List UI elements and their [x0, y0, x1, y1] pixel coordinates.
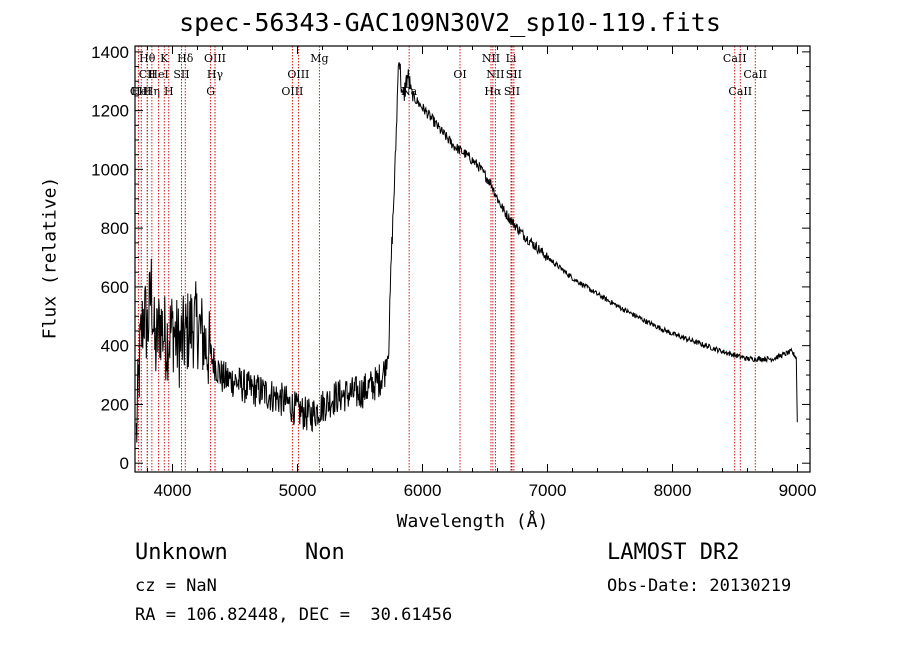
line-marker-label: HeI — [148, 68, 168, 81]
x-tick-label: 5000 — [279, 481, 317, 500]
redshift-cz: cz = NaN — [135, 576, 217, 596]
survey-name: LAMOST DR2 — [607, 540, 740, 565]
y-tick-label: 1000 — [91, 160, 129, 179]
line-marker-label: NII — [486, 68, 504, 81]
object-class: Unknown — [135, 540, 228, 565]
line-marker-label: CaII — [728, 85, 752, 98]
spectral-line-markers: CIIHeIHθCIIHηHeIKHSIIHδGOIIIHγOIIIOIIIMg… — [130, 46, 767, 472]
y-tick-label: 0 — [120, 454, 129, 473]
line-marker-label: SII — [173, 68, 189, 81]
x-tick-label: 4000 — [154, 481, 192, 500]
chart-title: spec-56343-GAC109N30V2_sp10-119.fits — [179, 8, 721, 37]
ra-dec-coordinates: RA = 106.82448, DEC = 30.61456 — [135, 605, 453, 625]
line-marker-label: HeI — [131, 85, 151, 98]
x-tick-label: 7000 — [529, 481, 567, 500]
x-tick-label: 6000 — [404, 481, 442, 500]
line-marker-label: Mg — [310, 52, 328, 65]
line-marker-label: K — [160, 52, 169, 65]
line-marker-label: H — [164, 85, 174, 98]
axis-ticks: 4000 5000 6000 7000 8000 9000 0 200 400 600 800 100… — [91, 43, 816, 500]
y-tick-label: 600 — [101, 278, 129, 297]
line-marker-label: SII — [504, 85, 520, 98]
line-marker-label: NII — [482, 52, 500, 65]
line-marker-label: OI — [453, 68, 466, 81]
line-marker-label: Hγ — [207, 68, 224, 81]
x-axis-label: Wavelength (Å) — [396, 511, 549, 532]
y-tick-label: 1400 — [91, 43, 129, 62]
y-tick-label: 1200 — [91, 102, 129, 121]
line-marker-label: Li — [506, 52, 517, 65]
line-marker-label: SII — [506, 68, 522, 81]
x-tick-label: 8000 — [654, 481, 692, 500]
line-marker-label: Hα — [484, 85, 502, 98]
line-marker-label: Hη — [144, 85, 160, 98]
plot-frame — [134, 45, 811, 473]
object-subclass: Non — [305, 540, 345, 565]
line-marker-label: OIII — [281, 85, 303, 98]
y-tick-label: 400 — [101, 337, 129, 356]
spectrum-line — [135, 62, 798, 443]
y-axis-label: Flux (relative) — [39, 176, 61, 340]
y-tick-label: 200 — [101, 395, 129, 414]
line-marker-label: G — [206, 85, 215, 98]
x-tick-label: 9000 — [779, 481, 817, 500]
line-marker-label: Hδ — [177, 52, 194, 65]
line-marker-label: CII — [130, 85, 147, 98]
y-tick-label: 800 — [101, 219, 129, 238]
observation-date: Obs-Date: 20130219 — [607, 576, 792, 596]
line-marker-label: CaII — [723, 52, 747, 65]
line-marker-label: CaII — [743, 68, 767, 81]
line-marker-label: OIII — [287, 68, 309, 81]
